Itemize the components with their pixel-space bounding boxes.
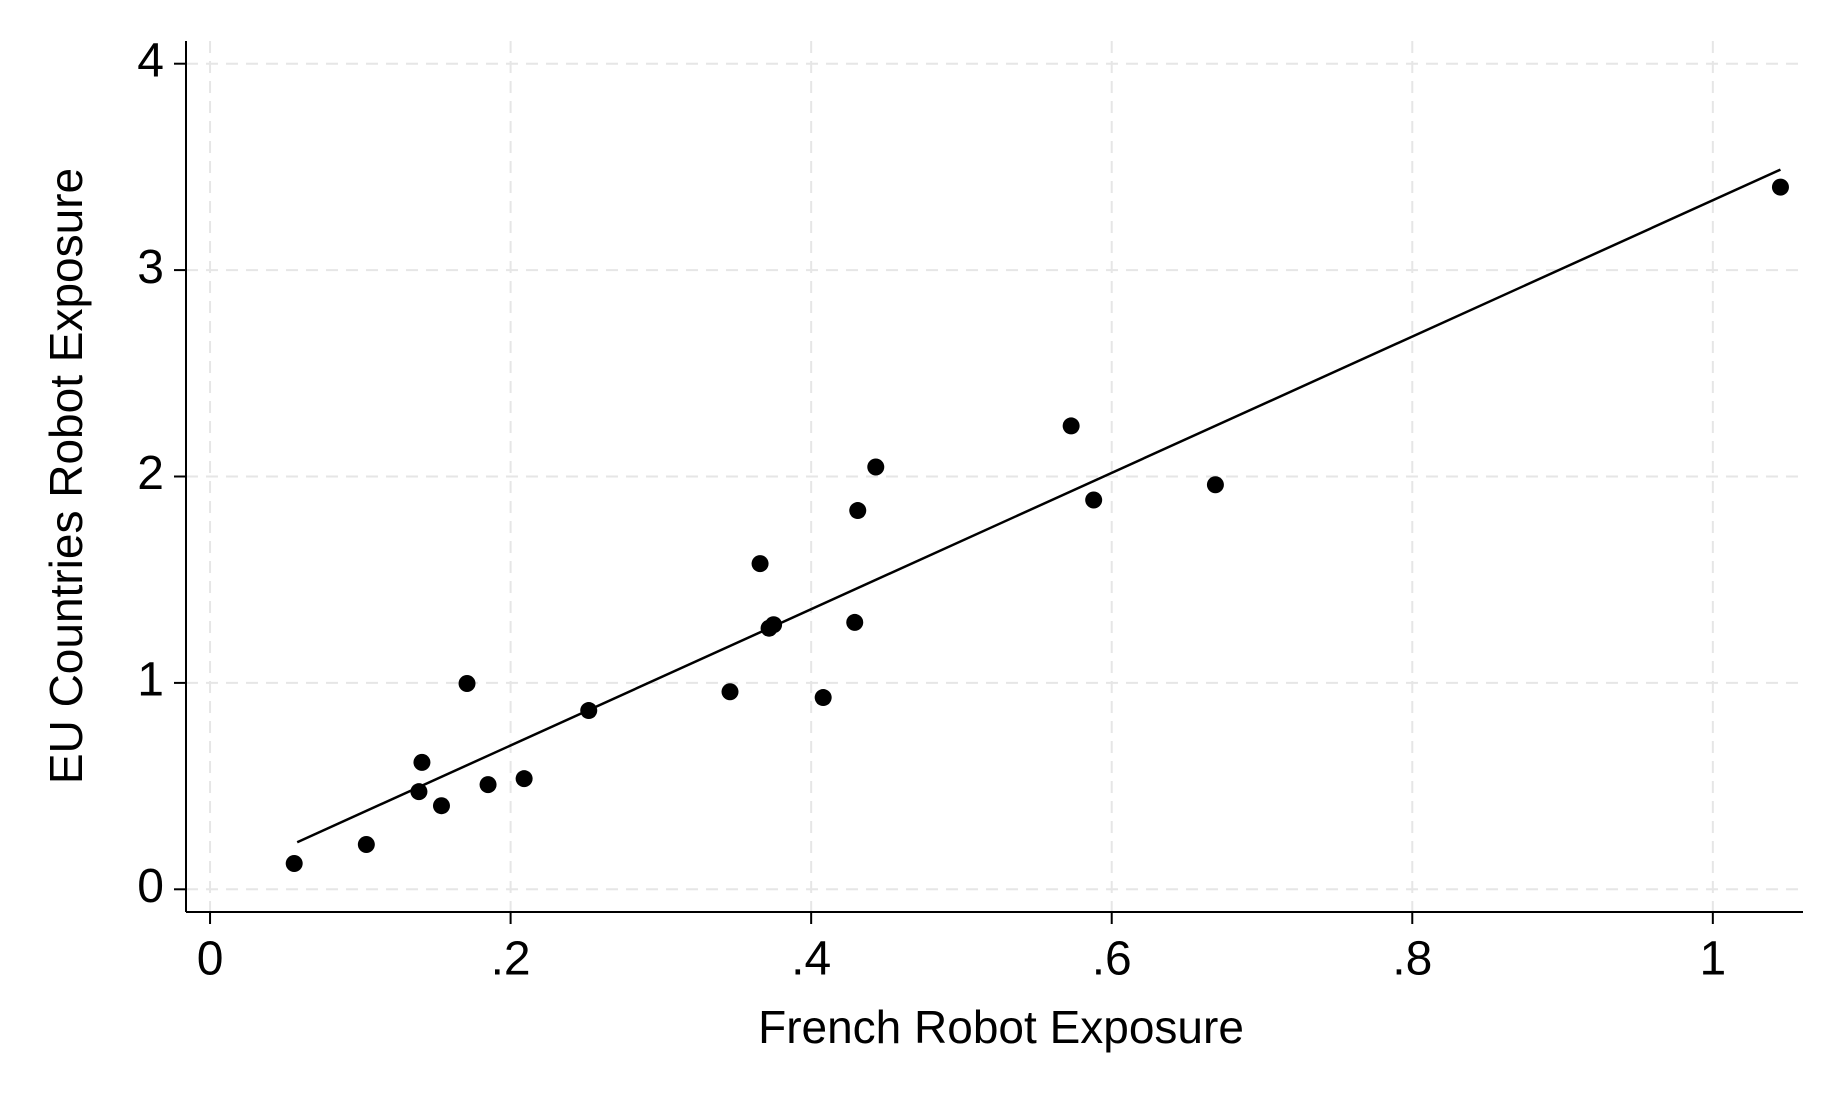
point [515, 770, 533, 788]
x-axis-title: French Robot Exposure [758, 1001, 1244, 1053]
y-tick-label: 3 [137, 241, 164, 294]
y-tick-label: 4 [137, 34, 164, 87]
point [1206, 476, 1224, 494]
point [1062, 417, 1080, 435]
point [357, 836, 375, 854]
point [432, 797, 450, 815]
x-tick-label: 0 [197, 933, 224, 986]
point [867, 458, 885, 476]
point [814, 689, 832, 707]
point [479, 776, 497, 794]
point [849, 502, 867, 520]
x-tick-label: .4 [791, 933, 831, 986]
y-tick-label: 2 [137, 447, 164, 500]
point [285, 854, 303, 872]
point [413, 753, 431, 771]
y-axis-title: EU Countries Robot Exposure [40, 168, 92, 784]
point [458, 675, 476, 693]
point [721, 683, 739, 701]
x-tick-label: .8 [1392, 933, 1432, 986]
point [751, 555, 769, 573]
fit-line [296, 168, 1781, 844]
x-tick-label: 1 [1699, 933, 1726, 986]
point [410, 783, 428, 801]
y-tick-label: 0 [137, 860, 164, 913]
point [1085, 491, 1103, 509]
x-tick-label: .2 [491, 933, 531, 986]
y-tick-label: 1 [137, 654, 164, 707]
point [846, 613, 864, 631]
point [1771, 178, 1789, 196]
x-tick-label: .6 [1092, 933, 1132, 986]
